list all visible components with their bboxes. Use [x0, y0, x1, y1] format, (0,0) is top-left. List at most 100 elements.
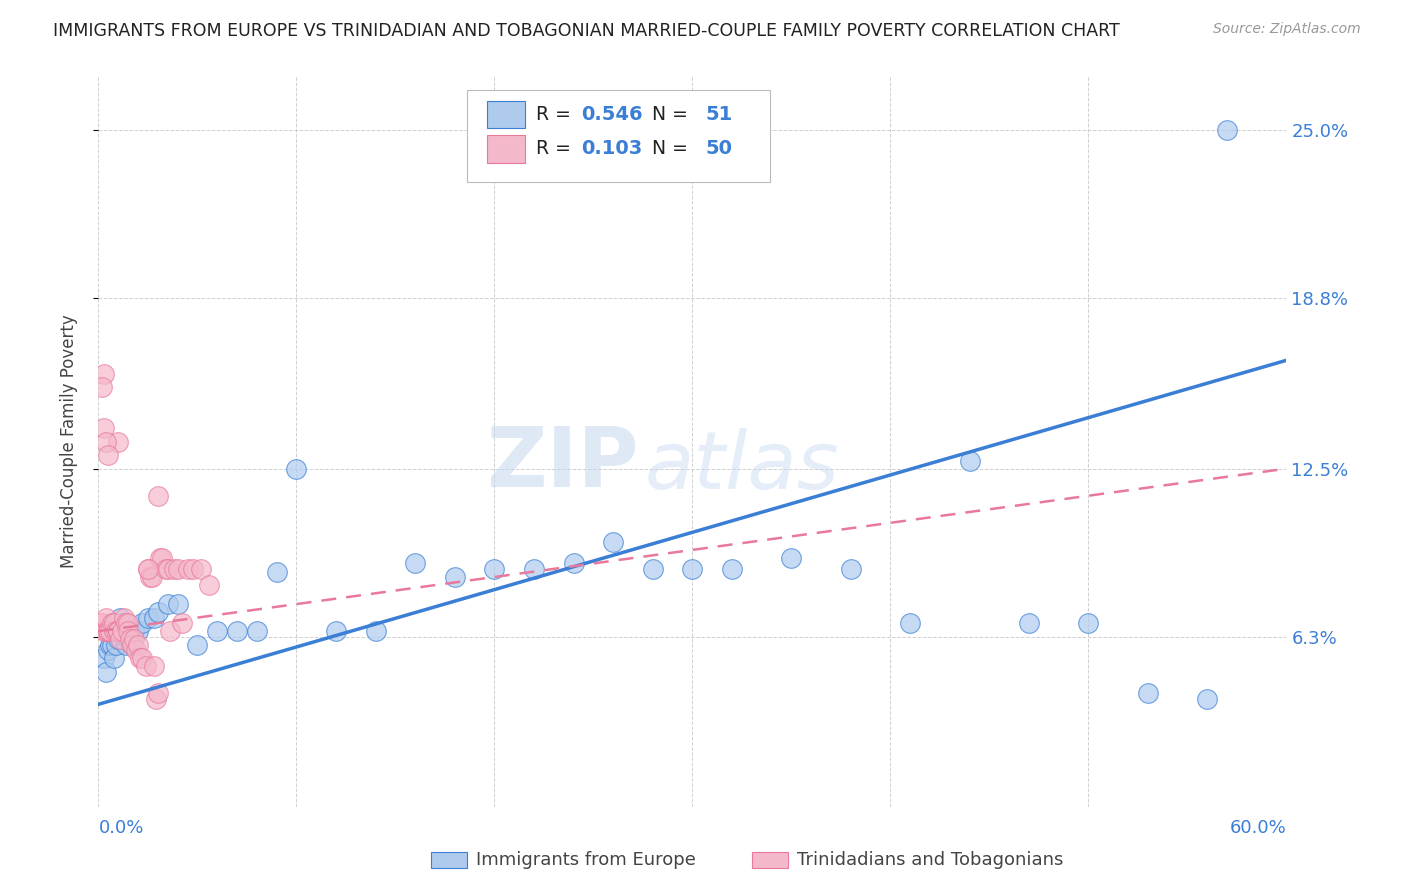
Point [839, 562, 862, 576]
Point [159, 624, 181, 639]
Point [96, 434, 118, 449]
Point [266, 565, 288, 579]
Point [898, 615, 921, 630]
Point [91, 615, 114, 630]
Point [111, 615, 134, 630]
Point [959, 453, 981, 467]
Point [107, 624, 129, 639]
Point [183, 562, 205, 576]
Point [115, 638, 138, 652]
Point [97, 624, 120, 639]
Text: Immigrants from Europe: Immigrants from Europe [477, 851, 696, 869]
Point [139, 570, 162, 584]
Point [145, 692, 167, 706]
Point [131, 651, 153, 665]
Point [156, 597, 179, 611]
Point [107, 624, 129, 639]
Text: 50: 50 [706, 139, 733, 159]
Point [111, 624, 134, 639]
Point [150, 551, 173, 566]
FancyBboxPatch shape [432, 852, 467, 868]
Text: 51: 51 [706, 105, 733, 124]
Point [562, 557, 585, 571]
Point [136, 610, 159, 624]
Point [117, 615, 139, 630]
Point [122, 624, 145, 639]
Point [146, 686, 169, 700]
Point [120, 624, 142, 639]
Text: 0.103: 0.103 [581, 139, 643, 159]
Point [780, 551, 803, 566]
Point [176, 562, 198, 576]
Point [121, 638, 143, 652]
Point [205, 624, 228, 639]
Point [98, 638, 121, 652]
Point [226, 624, 249, 639]
Point [105, 624, 128, 639]
Point [163, 562, 186, 576]
Point [112, 624, 135, 639]
Point [115, 615, 138, 630]
Text: 0.546: 0.546 [581, 105, 643, 124]
Point [141, 570, 163, 584]
Text: ZIP: ZIP [486, 423, 638, 504]
FancyBboxPatch shape [752, 852, 787, 868]
Point [135, 659, 157, 673]
Point [721, 562, 744, 576]
FancyBboxPatch shape [486, 101, 524, 128]
Point [364, 624, 387, 639]
Point [103, 624, 125, 639]
Point [166, 562, 188, 576]
Text: 0.0%: 0.0% [98, 819, 143, 837]
Point [89, 615, 111, 630]
Text: 60.0%: 60.0% [1230, 819, 1286, 837]
Text: IMMIGRANTS FROM EUROPE VS TRINIDADIAN AND TOBAGONIAN MARRIED-COUPLE FAMILY POVER: IMMIGRANTS FROM EUROPE VS TRINIDADIAN AN… [53, 22, 1121, 40]
Point [103, 615, 125, 630]
Point [122, 632, 145, 647]
FancyBboxPatch shape [486, 135, 524, 163]
Point [602, 534, 624, 549]
Point [96, 665, 118, 679]
Point [166, 597, 188, 611]
Point [101, 638, 124, 652]
Text: Trinidadians and Tobagonians: Trinidadians and Tobagonians [797, 851, 1063, 869]
Point [93, 367, 115, 381]
Point [129, 651, 152, 665]
Point [136, 562, 159, 576]
Text: N =: N = [640, 105, 695, 124]
Point [325, 624, 347, 639]
Point [149, 551, 172, 566]
Text: Source: ZipAtlas.com: Source: ZipAtlas.com [1213, 22, 1361, 37]
Point [96, 624, 118, 639]
Point [186, 638, 208, 652]
Point [105, 638, 128, 652]
Point [117, 632, 139, 647]
Point [107, 624, 129, 639]
Point [127, 638, 149, 652]
Point [91, 380, 114, 394]
Point [146, 489, 169, 503]
Point [97, 448, 120, 462]
Point [155, 562, 177, 576]
Point [127, 624, 149, 639]
Point [131, 615, 153, 630]
Point [190, 562, 212, 576]
Point [1216, 123, 1239, 137]
Point [142, 610, 165, 624]
Point [1018, 615, 1040, 630]
Point [1197, 692, 1219, 706]
Point [101, 615, 124, 630]
Point [96, 610, 118, 624]
Point [1077, 615, 1099, 630]
Y-axis label: Married-Couple Family Poverty: Married-Couple Family Poverty [59, 315, 77, 568]
Point [93, 651, 115, 665]
Point [444, 570, 467, 584]
Point [1136, 686, 1159, 700]
Point [136, 562, 159, 576]
Point [156, 562, 179, 576]
FancyBboxPatch shape [467, 90, 769, 182]
Point [103, 651, 125, 665]
Point [93, 421, 115, 435]
Point [97, 624, 120, 639]
Point [98, 624, 121, 639]
